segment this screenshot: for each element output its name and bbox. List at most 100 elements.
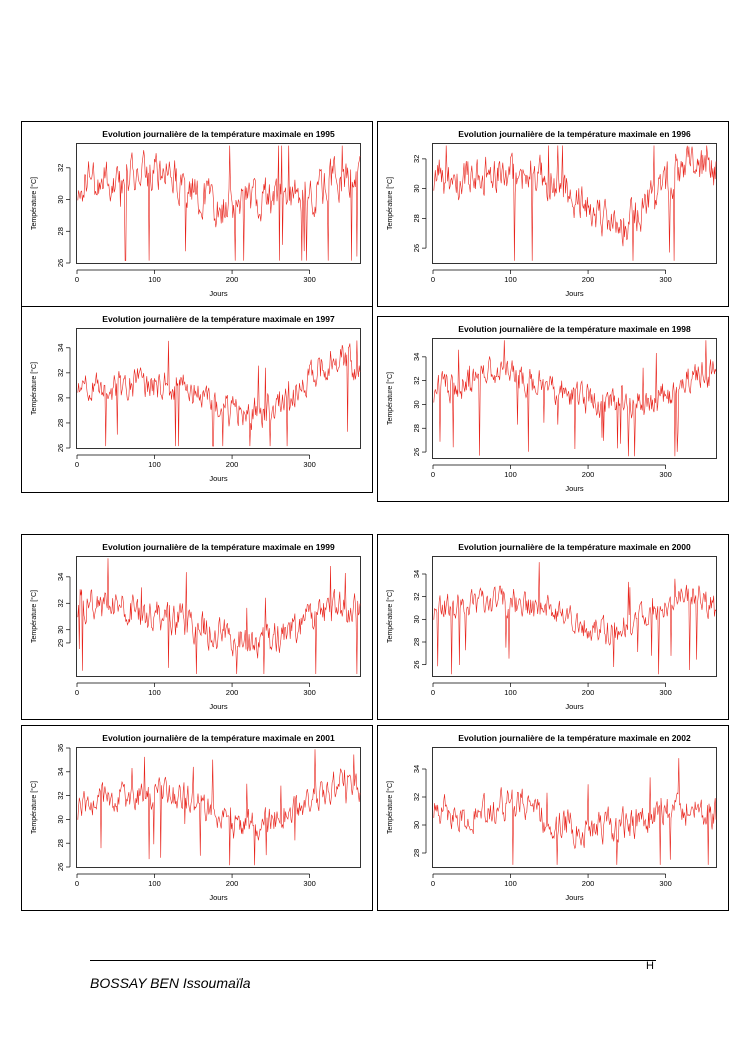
x-tick-label: 100 <box>504 275 517 284</box>
chart-title: Evolution journalière de la température … <box>102 542 335 552</box>
y-tick-label: 32 <box>56 791 65 799</box>
chart-title: Evolution journalière de la température … <box>458 542 691 552</box>
chart-title: Evolution journalière de la température … <box>102 314 335 324</box>
y-tick-label: 26 <box>56 863 65 871</box>
y-tick-label: 32 <box>412 376 421 384</box>
chart-panel-1997: Evolution journalière de la température … <box>21 306 373 493</box>
x-axis-label: Jours <box>565 893 584 902</box>
y-tick-label: 32 <box>56 164 65 172</box>
chart-title: Evolution journalière de la température … <box>458 324 691 334</box>
y-tick-label: 30 <box>56 195 65 203</box>
x-tick-label: 100 <box>148 460 161 469</box>
plot-frame <box>432 143 717 264</box>
x-tick-label: 200 <box>582 879 595 888</box>
plot-frame <box>76 747 361 868</box>
chart-svg-2002: Evolution journalière de la température … <box>386 733 717 902</box>
chart-panel-1995: Evolution journalière de la température … <box>21 121 373 307</box>
footer-page-mark: H <box>646 960 654 972</box>
x-tick-label: 0 <box>75 688 79 697</box>
y-tick-label: 29 <box>56 639 65 647</box>
y-tick-label: 30 <box>56 394 65 402</box>
chart-panel-1996: Evolution journalière de la température … <box>377 121 729 307</box>
x-axis-label: Jours <box>209 702 228 711</box>
y-tick-label: 34 <box>412 570 421 578</box>
plot-frame <box>76 143 361 264</box>
y-tick-label: 26 <box>412 244 421 252</box>
y-tick-label: 32 <box>412 155 421 163</box>
y-tick-label: 34 <box>412 353 421 361</box>
x-axis-label: Jours <box>565 702 584 711</box>
chart-svg-1997: Evolution journalière de la température … <box>30 314 361 483</box>
plot-frame <box>76 556 361 677</box>
series-line-2000 <box>433 562 717 675</box>
y-tick-label: 26 <box>412 448 421 456</box>
chart-svg-1996: Evolution journalière de la température … <box>386 129 717 298</box>
x-tick-label: 0 <box>75 460 79 469</box>
y-axis-label: Température [°C] <box>30 781 38 834</box>
series-line-2001 <box>77 749 361 866</box>
y-tick-label: 30 <box>412 615 421 623</box>
y-tick-label: 32 <box>412 793 421 801</box>
x-axis-label: Jours <box>209 289 228 298</box>
y-tick-label: 28 <box>412 214 421 222</box>
x-tick-label: 0 <box>75 879 79 888</box>
y-tick-label: 36 <box>56 744 65 752</box>
x-tick-label: 200 <box>582 688 595 697</box>
chart-panel-1999: Evolution journalière de la température … <box>21 534 373 720</box>
x-tick-label: 300 <box>659 688 672 697</box>
y-tick-label: 30 <box>412 400 421 408</box>
y-tick-label: 30 <box>56 815 65 823</box>
x-tick-label: 0 <box>431 688 435 697</box>
y-tick-label: 30 <box>56 626 65 634</box>
chart-svg-1998: Evolution journalière de la température … <box>386 324 717 493</box>
x-tick-label: 200 <box>582 275 595 284</box>
y-tick-label: 34 <box>56 344 65 352</box>
y-tick-label: 32 <box>56 369 65 377</box>
x-tick-label: 100 <box>148 879 161 888</box>
plot-frame <box>432 747 717 868</box>
x-tick-label: 300 <box>659 879 672 888</box>
chart-title: Evolution journalière de la température … <box>102 129 335 139</box>
x-tick-label: 100 <box>148 275 161 284</box>
x-axis-label: Jours <box>565 289 584 298</box>
chart-title: Evolution journalière de la température … <box>102 733 335 743</box>
x-tick-label: 200 <box>226 460 239 469</box>
x-tick-label: 200 <box>582 470 595 479</box>
x-tick-label: 300 <box>303 460 316 469</box>
y-tick-label: 30 <box>412 821 421 829</box>
x-axis-label: Jours <box>209 474 228 483</box>
x-tick-label: 0 <box>431 470 435 479</box>
plot-frame <box>432 556 717 677</box>
y-tick-label: 32 <box>56 599 65 607</box>
chart-svg-1995: Evolution journalière de la température … <box>30 129 361 298</box>
y-tick-label: 34 <box>56 573 65 581</box>
x-tick-label: 100 <box>148 688 161 697</box>
x-tick-label: 0 <box>431 879 435 888</box>
y-tick-label: 28 <box>412 849 421 857</box>
y-axis-label: Température [°C] <box>386 781 394 834</box>
chart-title: Evolution journalière de la température … <box>458 733 691 743</box>
y-axis-label: Température [°C] <box>30 590 38 643</box>
x-tick-label: 100 <box>504 688 517 697</box>
y-tick-label: 34 <box>56 768 65 776</box>
y-axis-label: Température [°C] <box>386 372 394 425</box>
y-tick-label: 30 <box>412 184 421 192</box>
x-tick-label: 0 <box>431 275 435 284</box>
x-tick-label: 300 <box>303 879 316 888</box>
x-tick-label: 0 <box>75 275 79 284</box>
plot-frame <box>432 338 717 459</box>
y-tick-label: 28 <box>412 424 421 432</box>
series-line-1995 <box>77 145 361 261</box>
series-line-2002 <box>433 758 717 865</box>
series-line-1996 <box>433 145 717 261</box>
y-axis-label: Température [°C] <box>30 177 38 230</box>
y-tick-label: 26 <box>56 259 65 267</box>
x-tick-label: 300 <box>303 275 316 284</box>
x-tick-label: 200 <box>226 879 239 888</box>
series-line-1998 <box>433 340 717 457</box>
x-tick-label: 200 <box>226 275 239 284</box>
series-line-1999 <box>77 558 361 675</box>
chart-panel-2001: Evolution journalière de la température … <box>21 725 373 911</box>
author-name: BOSSAY BEN Issoumaïla <box>90 975 251 991</box>
x-tick-label: 300 <box>659 470 672 479</box>
